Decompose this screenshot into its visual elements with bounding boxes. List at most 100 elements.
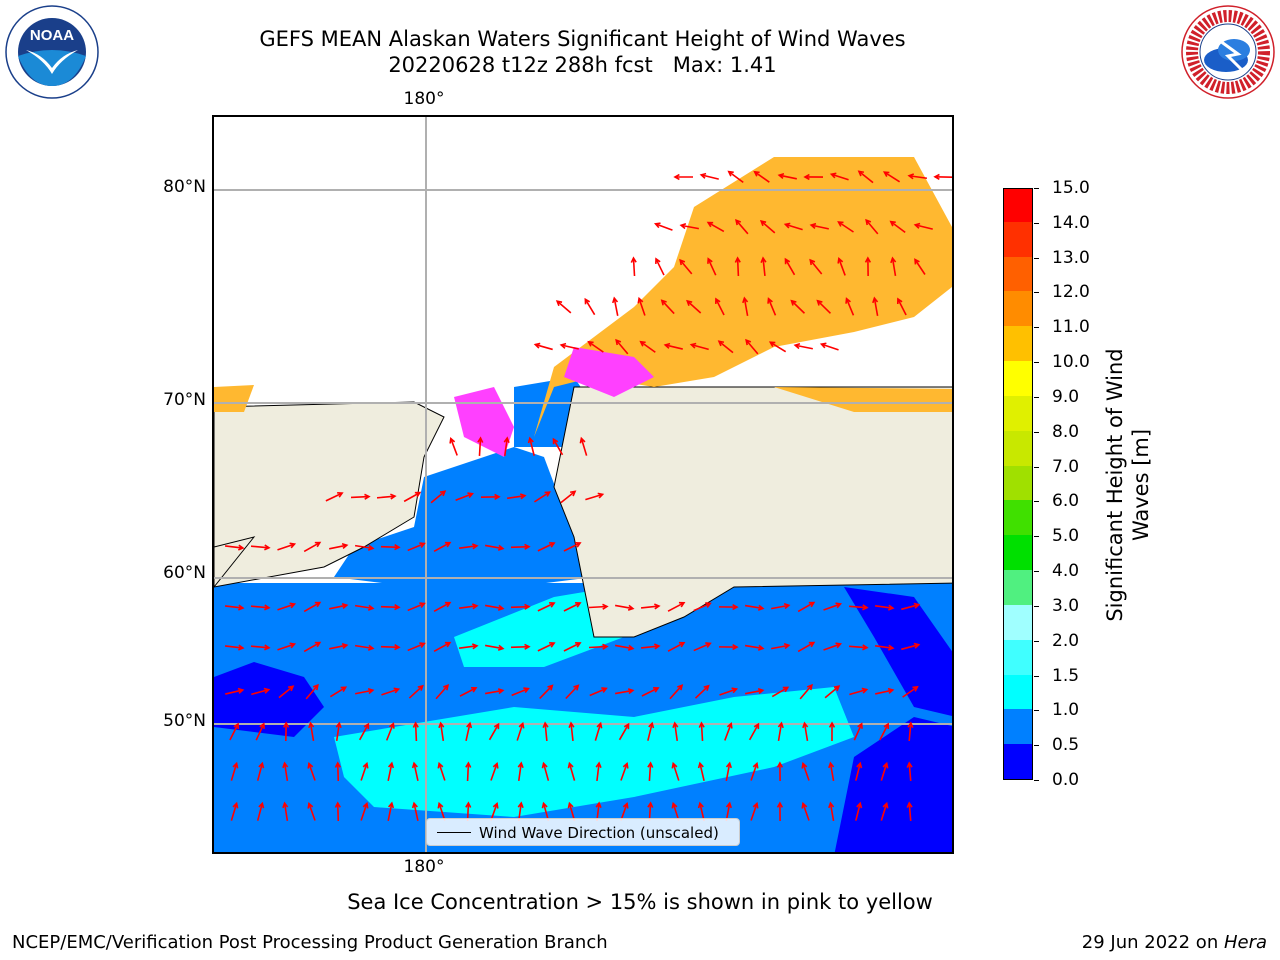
colorbar-segment [1004,465,1032,501]
wind-arrow [797,601,815,613]
wind-arrow-head [411,761,418,769]
wind-arrow-head [654,603,661,610]
wind-arrow [914,259,926,275]
wind-arrow [387,763,393,781]
wind-arrow [699,803,705,821]
wind-arrow [589,687,607,697]
wind-arrow-head [282,801,289,809]
wind-arrow-head [887,687,895,694]
wind-arrow-head [732,643,739,651]
wind-arrow-head [753,170,760,177]
legend-text: Wind Wave Direction (unscaled) [479,824,719,842]
wind-arrow [433,642,451,652]
wind-arrow-head [828,801,835,809]
wind-arrow [891,257,897,277]
wind-arrow [408,685,424,699]
wind-arrow [667,602,685,612]
wind-arrow [908,722,912,742]
title-line-1: GEFS MEAN Alaskan Waters Significant Hei… [259,27,906,51]
wind-arrow-head [809,258,816,266]
colorbar-tick-label: 4.0 [1052,561,1080,582]
wind-arrow-head [856,761,863,769]
wind-arrow-head [602,603,609,610]
noaa-logo: NOAA [4,4,100,100]
wind-arrow [354,604,374,610]
wind-arrow [435,684,449,700]
wind-arrow [230,803,238,821]
wind-arrow-head [437,801,444,809]
wind-arrow-head [367,604,375,611]
wind-arrow-head [857,170,865,177]
wind-arrow-head [627,604,635,611]
wind-arrow [517,762,523,782]
wind-arrow-head [497,644,505,651]
wind-arrow [303,641,321,653]
colorbar-segment [1004,256,1032,292]
wind-arrow-head [679,258,686,266]
wind-arrow-head [387,801,395,809]
wind-arrow [565,684,579,700]
wind-arrow-head [672,721,679,729]
wind-arrow-head [671,761,678,769]
wind-arrow-head [801,801,808,809]
colorbar-tick [1034,710,1039,712]
wind-arrow-head [533,342,541,349]
wind-arrow [849,688,867,696]
wind-arrow-head [914,258,920,265]
wind-arrow-head [829,172,837,179]
wind-arrow-head [776,801,784,808]
land-siberia [214,401,445,588]
wind-arrow [769,341,787,353]
wind-arrow [561,344,579,350]
wind-arrow [250,605,270,609]
wind-arrow [620,763,628,781]
wind-arrow [661,299,675,315]
wind-arrow-head [660,299,667,306]
wind-arrow [679,259,693,275]
wind-arrow [283,762,289,782]
wind-arrow-head [362,761,369,769]
wind-arrow-head [654,643,661,650]
wind-arrow-head [439,490,447,497]
wind-arrow [823,603,841,611]
wind-arrow-head [363,722,370,730]
wind-arrow [516,723,524,741]
map-plot[interactable] [212,115,954,854]
wind-arrow [433,602,451,612]
wind-arrow [278,685,294,699]
wind-arrow [529,438,535,456]
wind-arrow-head [438,721,445,729]
wind-arrow [865,219,879,235]
wind-arrow-head [334,761,341,768]
footer-branch: NCEP/EMC/Verification Post Processing Pr… [12,932,608,953]
wind-arrow [823,643,841,651]
wind-arrow [901,603,919,611]
colorbar-tick [1034,640,1039,642]
wind-arrow-head [705,602,712,608]
colorbar-segment [1004,674,1032,710]
colorbar-segment [1004,743,1032,779]
wind-arrow-head [653,687,660,693]
wind-arrow [615,339,629,355]
wind-arrow-head [308,721,315,729]
wind-arrow [762,257,766,277]
wind-arrow [802,763,810,781]
colorbar-tick [1034,605,1039,607]
wind-arrow-head [573,684,580,691]
wind-arrow [669,684,683,700]
wind-arrow [308,803,316,821]
wind-arrow-head [492,801,499,809]
wind-arrow-head [263,687,271,694]
wind-arrow [552,438,564,456]
wind-arrow-head [707,257,713,264]
wind-arrow-head [549,602,556,608]
colorbar-tick-label: 3.0 [1052,595,1080,616]
wind-arrow [725,803,731,821]
wind-arrow [838,221,854,233]
wind-arrow [588,645,608,649]
colorbar-tick-label: 1.0 [1052,700,1080,721]
wind-arrow [707,221,725,233]
wind-arrow [767,298,777,316]
land-alaska [553,386,952,638]
wind-arrow-head [622,801,629,809]
